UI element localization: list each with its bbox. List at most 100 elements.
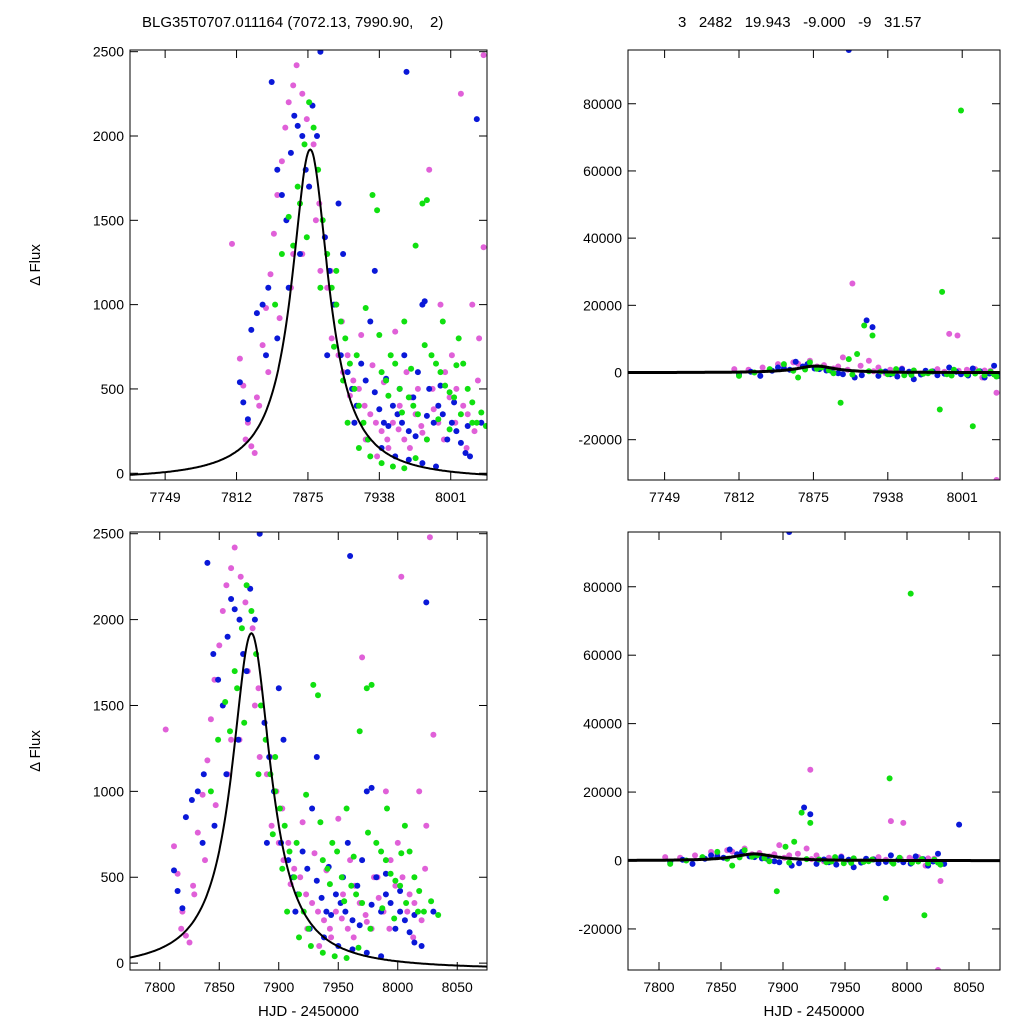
green-data-point xyxy=(353,352,360,359)
magenta-data-point xyxy=(474,377,481,384)
blue-data-point xyxy=(382,870,389,877)
green-data-point xyxy=(279,865,286,872)
blue-data-point xyxy=(358,360,365,367)
magenta-data-point xyxy=(369,362,376,369)
y-tick-label: 0 xyxy=(116,465,124,481)
green-data-point xyxy=(241,719,248,726)
green-data-point xyxy=(317,284,324,291)
magenta-data-point xyxy=(282,124,289,131)
green-data-point xyxy=(907,590,914,597)
blue-data-point xyxy=(426,385,433,392)
blue-data-point xyxy=(215,676,222,683)
blue-data-point xyxy=(318,894,325,901)
data-points xyxy=(731,50,1000,480)
green-data-point xyxy=(341,898,348,905)
magenta-data-point xyxy=(328,934,335,941)
green-data-point xyxy=(363,685,370,692)
blue-data-point xyxy=(457,439,464,446)
magenta-data-point xyxy=(394,839,401,846)
green-data-point xyxy=(786,859,793,866)
green-data-point xyxy=(351,385,358,392)
magenta-data-point xyxy=(480,52,487,59)
blue-data-point xyxy=(894,373,901,380)
green-data-point xyxy=(319,949,326,956)
green-data-point xyxy=(334,848,341,855)
blue-data-point xyxy=(776,859,783,866)
magenta-data-point xyxy=(993,389,1000,396)
blue-data-point xyxy=(397,888,404,894)
green-data-point xyxy=(455,335,462,342)
magenta-data-point xyxy=(392,328,399,335)
green-data-point xyxy=(439,318,446,325)
blue-data-point xyxy=(786,532,793,535)
magenta-data-point xyxy=(344,352,351,359)
blue-data-point xyxy=(935,850,941,857)
magenta-data-point xyxy=(375,894,382,901)
green-data-point xyxy=(243,582,250,589)
magenta-data-point xyxy=(355,385,362,392)
magenta-data-point xyxy=(471,428,478,435)
blue-data-point xyxy=(243,668,250,675)
blue-data-point xyxy=(835,370,842,377)
green-data-point xyxy=(272,301,279,308)
x-tick-label: 8050 xyxy=(442,979,473,995)
blue-data-point xyxy=(268,79,275,85)
green-data-point xyxy=(387,870,394,877)
magenta-data-point xyxy=(191,891,198,898)
y-tick-label: 40000 xyxy=(583,230,622,246)
green-data-point xyxy=(367,925,374,932)
green-data-point xyxy=(766,858,773,865)
magenta-data-point xyxy=(321,917,327,924)
blue-data-point xyxy=(224,633,231,640)
green-data-point xyxy=(411,874,418,881)
blue-data-point xyxy=(236,379,243,386)
green-data-point xyxy=(948,372,955,379)
magenta-data-point xyxy=(310,141,317,148)
magenta-data-point xyxy=(270,230,277,237)
magenta-data-point xyxy=(887,818,894,825)
blue-data-point xyxy=(287,149,294,156)
blue-data-point xyxy=(875,372,882,379)
model-curve xyxy=(130,148,487,476)
green-data-point xyxy=(373,839,380,846)
green-data-point xyxy=(795,374,802,381)
green-data-point xyxy=(344,419,351,426)
magenta-data-point xyxy=(265,369,272,376)
blue-data-point xyxy=(328,912,335,918)
x-tick-label: 7812 xyxy=(221,489,252,505)
green-data-point xyxy=(362,305,369,311)
blue-data-point xyxy=(256,532,263,537)
green-data-point xyxy=(310,124,317,131)
magenta-data-point xyxy=(437,301,444,308)
green-data-point xyxy=(890,860,897,867)
magenta-data-point xyxy=(350,934,357,941)
blue-data-point xyxy=(430,908,437,915)
magenta-data-point xyxy=(293,62,300,69)
green-data-point xyxy=(307,943,314,949)
green-data-point xyxy=(387,352,394,359)
green-data-point xyxy=(378,369,385,376)
green-data-point xyxy=(329,839,336,846)
x-tick-label: 7950 xyxy=(829,979,860,995)
blue-data-point xyxy=(410,394,417,401)
blue-data-point xyxy=(473,116,480,123)
y-tick-label: 40000 xyxy=(583,716,622,732)
blue-data-point xyxy=(174,888,181,894)
green-data-point xyxy=(406,848,413,855)
magenta-data-point xyxy=(317,267,324,274)
magenta-data-point xyxy=(291,865,298,872)
blue-data-point xyxy=(349,917,356,924)
blue-data-point xyxy=(389,402,396,409)
magenta-data-point xyxy=(396,402,403,409)
y-tick-label: 0 xyxy=(614,853,622,869)
blue-data-point xyxy=(912,853,919,860)
magenta-data-point xyxy=(297,874,304,881)
green-data-point xyxy=(305,925,312,932)
green-data-point xyxy=(294,183,301,190)
blue-data-point xyxy=(887,852,894,859)
blue-data-point xyxy=(171,867,177,874)
magenta-data-point xyxy=(480,244,487,251)
magenta-data-point xyxy=(251,702,258,709)
y-axis-label: Δ Flux xyxy=(27,244,44,286)
green-data-point xyxy=(482,423,487,429)
